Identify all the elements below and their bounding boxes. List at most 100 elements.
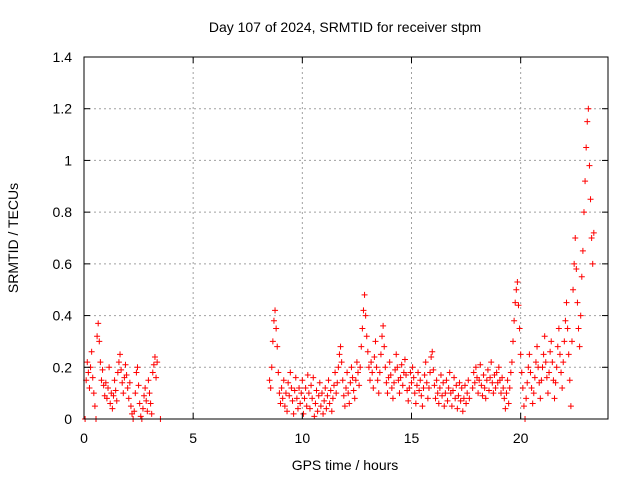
data-point xyxy=(586,162,593,169)
data-point xyxy=(456,379,463,386)
data-point xyxy=(453,382,460,389)
data-point xyxy=(387,372,394,379)
data-point xyxy=(300,410,307,417)
data-point xyxy=(141,392,148,399)
data-point xyxy=(356,382,363,389)
data-point xyxy=(435,400,442,407)
data-point xyxy=(503,390,510,397)
data-point xyxy=(495,364,502,371)
data-point xyxy=(149,369,156,376)
data-point xyxy=(501,395,508,402)
data-point xyxy=(85,369,92,376)
data-points xyxy=(82,105,597,422)
data-point xyxy=(150,361,157,368)
data-point xyxy=(433,377,440,384)
data-point xyxy=(348,364,355,371)
data-point xyxy=(524,379,531,386)
data-point xyxy=(580,209,587,216)
data-point xyxy=(464,390,471,397)
data-point xyxy=(553,364,560,371)
data-point xyxy=(151,353,158,360)
data-point xyxy=(278,384,285,391)
data-point xyxy=(551,395,558,402)
data-point xyxy=(96,338,103,345)
data-point xyxy=(353,359,360,366)
data-point xyxy=(88,348,95,355)
data-point xyxy=(303,403,310,410)
data-point xyxy=(440,379,447,386)
data-point xyxy=(394,364,401,371)
data-point xyxy=(375,390,382,397)
data-point xyxy=(333,390,340,397)
data-point xyxy=(367,377,374,384)
data-point xyxy=(516,325,523,332)
data-point xyxy=(534,343,541,350)
data-point xyxy=(556,351,563,358)
data-point xyxy=(148,410,155,417)
data-point xyxy=(273,325,280,332)
data-point xyxy=(377,351,384,358)
data-point xyxy=(135,382,142,389)
data-point xyxy=(137,413,144,420)
data-point xyxy=(539,364,546,371)
data-point xyxy=(329,395,336,402)
data-point xyxy=(382,364,389,371)
data-point xyxy=(574,299,581,306)
data-point xyxy=(482,395,489,402)
data-point xyxy=(376,369,383,376)
data-point xyxy=(454,405,461,412)
data-point xyxy=(520,403,527,410)
data-point xyxy=(420,384,427,391)
data-point xyxy=(386,359,393,366)
data-point xyxy=(412,400,419,407)
data-point xyxy=(413,382,420,389)
data-point xyxy=(363,333,370,340)
data-point xyxy=(103,395,110,402)
data-point xyxy=(428,353,435,360)
data-point xyxy=(358,343,365,350)
data-point xyxy=(519,384,526,391)
data-point xyxy=(316,379,323,386)
data-point xyxy=(457,397,464,404)
data-point xyxy=(504,377,511,384)
x-tick-label: 5 xyxy=(189,430,197,446)
data-point xyxy=(147,400,154,407)
data-point xyxy=(288,384,295,391)
data-point xyxy=(384,390,391,397)
data-point xyxy=(547,348,554,355)
data-point xyxy=(282,390,289,397)
data-point xyxy=(136,400,143,407)
data-point xyxy=(570,286,577,293)
data-point xyxy=(507,369,514,376)
data-point xyxy=(564,325,571,332)
data-point xyxy=(579,247,586,254)
data-point xyxy=(91,403,98,410)
data-point xyxy=(315,392,322,399)
data-point xyxy=(567,403,574,410)
data-point xyxy=(309,395,316,402)
data-point xyxy=(335,364,342,371)
x-axis-label: GPS time / hours xyxy=(292,457,399,473)
data-point xyxy=(321,397,328,404)
data-point xyxy=(492,384,499,391)
data-point xyxy=(470,369,477,376)
data-point xyxy=(330,382,337,389)
data-point xyxy=(113,397,120,404)
data-point xyxy=(530,390,537,397)
data-point xyxy=(471,379,478,386)
data-point xyxy=(347,379,354,386)
data-point xyxy=(302,384,309,391)
data-point xyxy=(285,379,292,386)
data-point xyxy=(270,317,277,324)
data-point xyxy=(443,377,450,384)
data-point xyxy=(142,384,149,391)
data-point xyxy=(498,390,505,397)
data-point xyxy=(445,384,452,391)
data-point xyxy=(465,377,472,384)
data-point xyxy=(290,410,297,417)
data-point xyxy=(279,395,286,402)
y-tick-label: 0.4 xyxy=(53,308,73,324)
data-point xyxy=(144,408,151,415)
